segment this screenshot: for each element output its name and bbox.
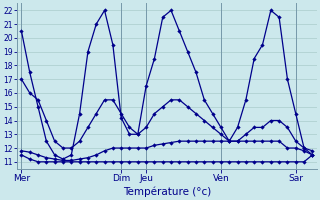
X-axis label: Température (°c): Température (°c) bbox=[123, 186, 211, 197]
